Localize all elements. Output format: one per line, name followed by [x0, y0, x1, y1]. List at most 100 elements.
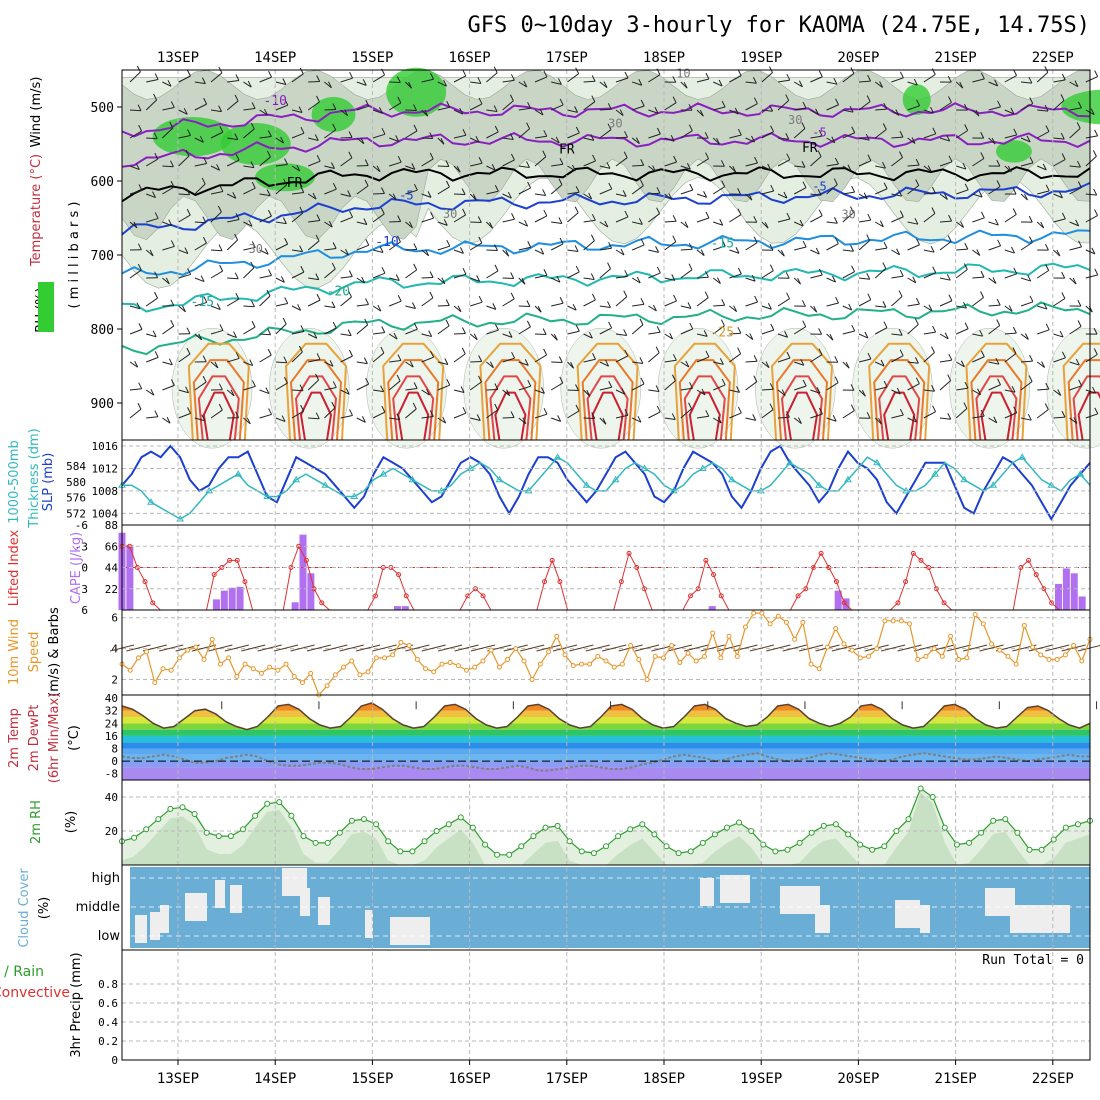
wind-barb-flag [866, 412, 871, 419]
wind-barb [810, 249, 820, 255]
slp-ytick-label: 1004 [92, 507, 119, 520]
wind-speed-marker [611, 664, 617, 670]
wind-barb-flag [1093, 188, 1098, 196]
wind-barb-flag [283, 356, 288, 363]
rh2m-marker [917, 785, 924, 792]
wind-speed-marker [997, 647, 1003, 653]
wind-barb [291, 305, 301, 311]
wind-barb-flag [540, 247, 545, 255]
surface-wind-barb [306, 644, 332, 652]
temp-color-band [122, 723, 1090, 730]
wind-barb [956, 305, 967, 309]
wind-barb [955, 221, 964, 228]
precip-ytick-label: 0.8 [98, 978, 118, 991]
cloud-gap [160, 905, 169, 933]
wind-barb [129, 269, 142, 279]
wind-barb [696, 276, 709, 279]
wind-barb-flag [1061, 73, 1066, 81]
thickness-marker [727, 475, 736, 483]
upper-ytick-label: 800 [91, 323, 114, 338]
wind-barb [194, 137, 204, 143]
contour-label: 30 [788, 113, 802, 127]
wind-barb [1085, 76, 1098, 83]
wind-barb-flag [332, 123, 337, 131]
wind-barb-flag [381, 326, 386, 333]
rh2m-marker [881, 843, 888, 850]
wind-barb-flag [349, 210, 354, 218]
wind-speed-marker [267, 664, 273, 670]
wind-barb-flag [251, 380, 256, 387]
wind-barb [680, 221, 689, 228]
wind-barb [210, 165, 220, 171]
wind-barb [891, 275, 904, 279]
lifted-index-marker [319, 600, 325, 606]
lifted-index-marker [795, 593, 801, 599]
wind-barb [550, 277, 561, 283]
warm-temperature-contour [965, 342, 1028, 441]
wind-barb-flag [866, 95, 871, 102]
wind-speed-marker [373, 655, 379, 661]
wind-barb-flag [1075, 358, 1080, 366]
wind-barb [696, 389, 706, 396]
precip-ytick-label: 0.6 [98, 997, 118, 1010]
wind-barb-flag [608, 242, 613, 249]
wind-barb [615, 296, 628, 307]
wind-barb-flag [687, 302, 692, 309]
wind-barb [761, 305, 772, 310]
wind-barb-flag [765, 361, 770, 368]
wind-barb-flag [170, 299, 175, 306]
wind-barb [291, 330, 305, 335]
wind-barb [648, 389, 660, 392]
wind-barb [615, 275, 628, 279]
wind-barb-flag [508, 331, 513, 338]
wind-barb [405, 189, 418, 195]
wind-barb-flag [591, 75, 596, 82]
wind-barb [777, 357, 791, 363]
wind-barb-flag [816, 386, 821, 394]
wind-speed-marker [677, 660, 683, 666]
wind-barb [340, 193, 351, 198]
wind-barb-flag [1011, 385, 1016, 393]
warm-temperature-contour [1067, 359, 1100, 441]
rh2m-marker [518, 843, 525, 850]
wind-barb-flag [137, 402, 142, 410]
wind-barb [275, 302, 288, 307]
wind-barb-flag [769, 383, 774, 390]
wind-speed-marker [907, 621, 913, 627]
wind-barb-flag [460, 247, 464, 254]
wind-barb [324, 81, 332, 89]
wind-barb [470, 417, 481, 422]
wind-barb-flag [268, 408, 273, 415]
surface-wind-barb [569, 644, 594, 652]
wind-barb [923, 74, 936, 83]
wind-barb [907, 417, 917, 423]
wind-barb-flag [895, 109, 900, 116]
wind-barb [1053, 249, 1061, 257]
lifted-index-marker [910, 550, 916, 556]
wind-barb [243, 187, 256, 195]
wind-barb-flag [332, 103, 337, 110]
wind-barb [745, 137, 755, 143]
wind-barb [356, 361, 368, 365]
wind-barb [470, 277, 480, 282]
wind-barb-flag [1024, 333, 1029, 340]
wind-barb-flag [331, 162, 335, 169]
rh2m-marker [361, 816, 367, 823]
wind-barb [891, 389, 901, 395]
wind-barb [146, 78, 159, 83]
wind-barb-flag [1077, 320, 1082, 327]
rh2m-marker [530, 833, 537, 840]
wind-barb-flag [864, 331, 869, 339]
cape-bar [401, 606, 409, 610]
wind-barb-flag [267, 348, 272, 356]
wind-barb [145, 249, 154, 257]
wind-speed-marker [332, 672, 338, 678]
wind-barb [842, 191, 855, 195]
wind-barb [745, 333, 754, 340]
wind-barb-flag [154, 410, 159, 417]
wind-barb-flag [574, 245, 579, 252]
wind-barb [518, 417, 527, 425]
wind-barb-flag [1041, 361, 1046, 368]
wind-barb [550, 137, 560, 144]
wind-barb [761, 409, 774, 419]
